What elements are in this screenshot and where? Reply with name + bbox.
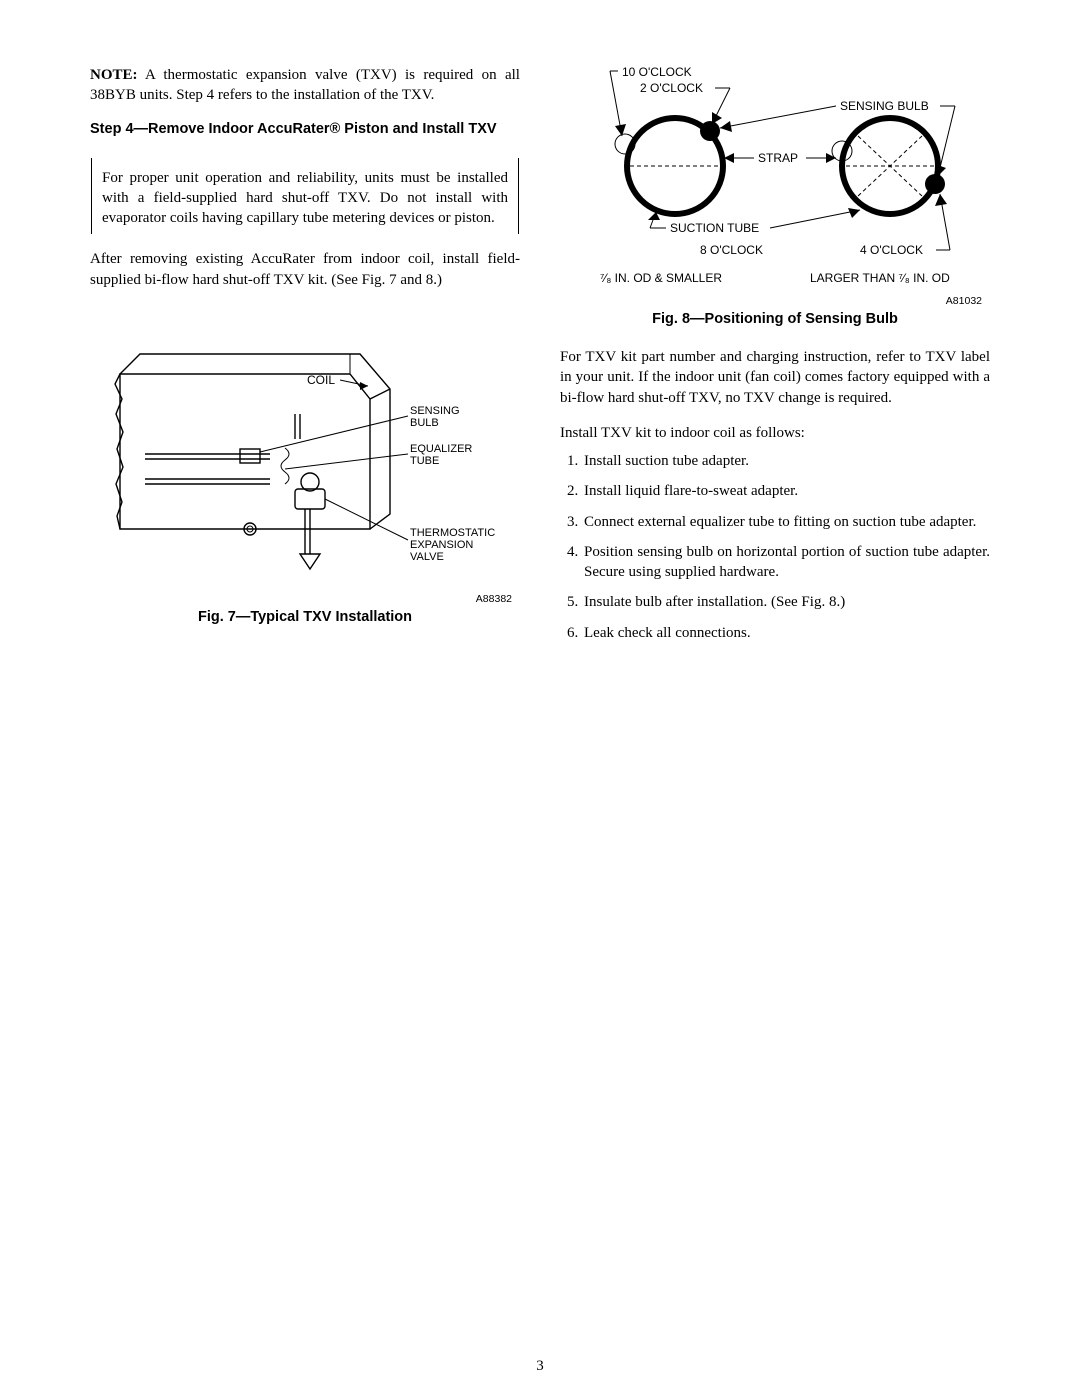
label-tube: TUBE [410, 455, 439, 467]
label-bulb: BULB [410, 417, 439, 429]
label-eight: 8 O'CLOCK [700, 243, 763, 257]
figure-7-svg: COIL [90, 304, 510, 584]
step-item: Install suction tube adapter. [582, 451, 990, 471]
step-item: Connect external equalizer tube to fitti… [582, 512, 990, 532]
label-two: 2 O'CLOCK [640, 81, 703, 95]
figure-7: COIL [90, 304, 520, 625]
figure-8-svg: 10 O'CLOCK 2 O'CLOCK SENSING BULB STRAP … [560, 56, 990, 286]
label-ten: 10 O'CLOCK [622, 65, 692, 79]
label-sensing-bulb: SENSING BULB [840, 99, 929, 113]
label-valve: VALVE [410, 551, 444, 563]
label-large: LARGER THAN ⁷⁄₈ IN. OD [810, 271, 950, 285]
label-expansion: EXPANSION [410, 539, 473, 551]
step-item: Install liquid flare-to-sweat adapter. [582, 481, 990, 501]
note-paragraph: NOTE: A thermostatic expansion valve (TX… [90, 65, 520, 106]
label-four: 4 O'CLOCK [860, 243, 923, 257]
label-thermostatic: THERMOSTATIC [410, 527, 495, 539]
step-item: Position sensing bulb on horizontal port… [582, 542, 990, 583]
note-text: A thermostatic expansion valve (TXV) is … [90, 67, 520, 103]
right-paragraph: For TXV kit part number and charging ins… [560, 347, 990, 408]
label-small: ⁷⁄₈ IN. OD & SMALLER [600, 271, 722, 285]
page-content: NOTE: A thermostatic expansion valve (TX… [0, 0, 1080, 653]
figure-7-caption: Fig. 7—Typical TXV Installation [90, 609, 520, 625]
figure-8-id: A81032 [560, 295, 982, 307]
install-steps: Install suction tube adapter. Install li… [560, 451, 990, 643]
note-label: NOTE: [90, 67, 138, 83]
step-item: Leak check all connections. [582, 623, 990, 643]
label-strap: STRAP [758, 151, 798, 165]
left-column: NOTE: A thermostatic expansion valve (TX… [90, 50, 520, 653]
callout-box: For proper unit operation and reliabilit… [91, 158, 519, 235]
step-item: Insulate bulb after installation. (See F… [582, 592, 990, 612]
step-heading: Step 4—Remove Indoor AccuRater® Piston a… [90, 120, 520, 140]
after-paragraph: After removing existing AccuRater from i… [90, 249, 520, 290]
label-equalizer: EQUALIZER [410, 443, 472, 455]
figure-8: 10 O'CLOCK 2 O'CLOCK SENSING BULB STRAP … [560, 56, 990, 327]
label-coil: COIL [307, 373, 335, 387]
right-column: 10 O'CLOCK 2 O'CLOCK SENSING BULB STRAP … [560, 50, 990, 653]
figure-8-caption: Fig. 8—Positioning of Sensing Bulb [560, 311, 990, 327]
label-suction-tube: SUCTION TUBE [670, 221, 759, 235]
label-sensing: SENSING [410, 405, 460, 417]
page-number: 3 [0, 1358, 1080, 1375]
figure-7-id: A88382 [90, 593, 512, 605]
callout-text: For proper unit operation and reliabilit… [102, 170, 508, 227]
list-intro: Install TXV kit to indoor coil as follow… [560, 423, 990, 443]
